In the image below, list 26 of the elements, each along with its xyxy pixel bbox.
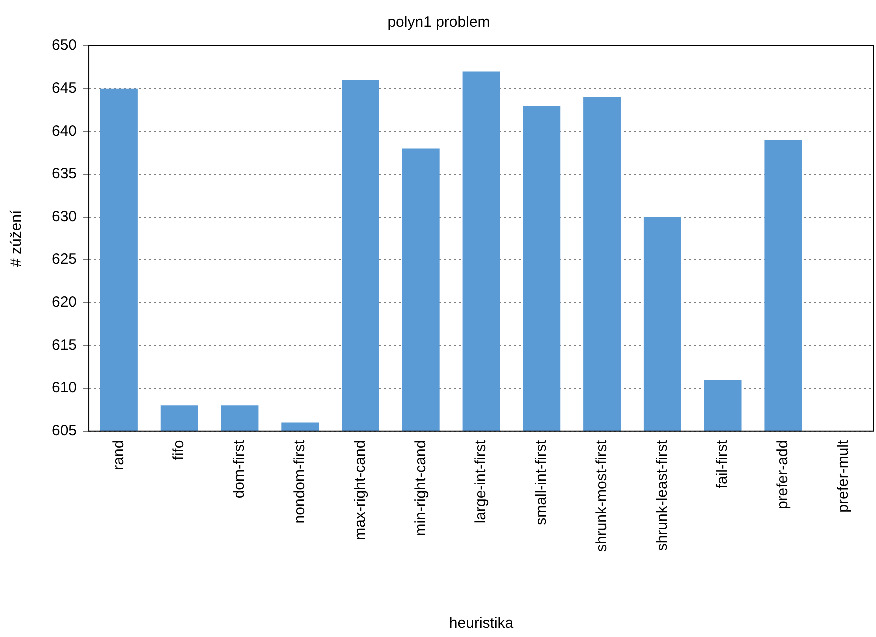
x-tick-label: large-int-first bbox=[472, 440, 490, 524]
x-tick-label: dom-first bbox=[231, 439, 248, 499]
y-tick-label: 610 bbox=[52, 380, 78, 397]
y-tick-label: 630 bbox=[52, 208, 78, 226]
x-tick-label: prefer-mult bbox=[834, 440, 852, 513]
y-tick-label: 650 bbox=[52, 37, 78, 54]
y-tick-label: 635 bbox=[52, 166, 78, 183]
y-tick-label: 640 bbox=[52, 122, 78, 140]
y-tick-label: 625 bbox=[52, 251, 78, 268]
x-tick-label: fifo bbox=[170, 440, 188, 460]
x-tick-label: min-right-cand bbox=[412, 440, 430, 536]
y-tick-label: 605 bbox=[52, 422, 78, 440]
x-tick-label: nondom-first bbox=[292, 440, 309, 524]
y-tick-label: 645 bbox=[52, 80, 78, 97]
y-tick-label: 615 bbox=[52, 336, 78, 354]
x-tick-label: fail-first bbox=[714, 440, 732, 489]
x-tick-label: shrunk-least-first bbox=[654, 439, 671, 552]
y-axis-title: # zúžení bbox=[8, 209, 26, 268]
chart-title: polyn1 problem bbox=[388, 14, 490, 32]
x-tick-label: prefer-add bbox=[774, 440, 792, 510]
x-tick-label: small-int-first bbox=[533, 439, 550, 526]
x-tick-label: shrunk-most-first bbox=[593, 439, 610, 552]
y-tick-label: 620 bbox=[52, 294, 78, 312]
x-tick-label: max-right-cand bbox=[352, 440, 369, 540]
x-tick-label: rand bbox=[110, 440, 128, 470]
x-axis-title: heuristika bbox=[449, 615, 514, 632]
